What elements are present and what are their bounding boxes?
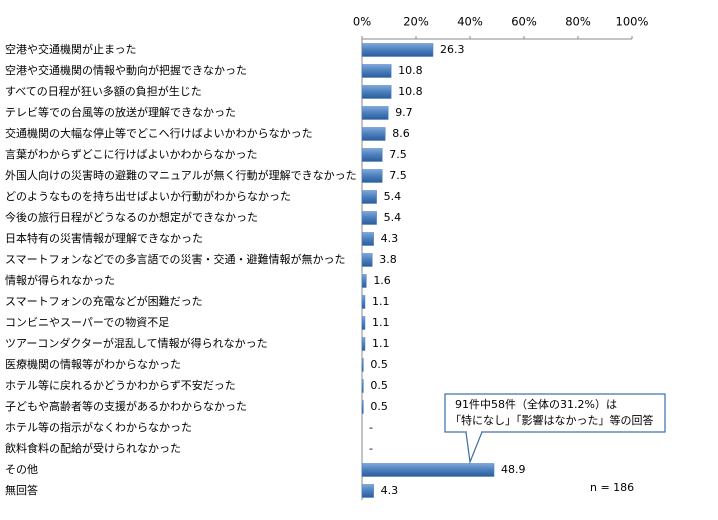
bar — [361, 85, 392, 99]
y-tick-label: どのようなものを持ち出せばよいか行動がわからなかった — [5, 189, 291, 203]
bar — [361, 337, 366, 351]
bar — [361, 253, 373, 267]
bar — [361, 400, 364, 414]
value-label: 0.5 — [370, 400, 388, 413]
bar — [361, 274, 367, 288]
bar — [361, 127, 386, 141]
y-tick-label: 外国人向けの災害時の避難のマニュアルが無く行動が理解できなかった — [5, 168, 357, 182]
bar — [361, 106, 389, 120]
y-tick-label: 日本特有の災害情報が理解できなかった — [5, 231, 203, 245]
bar — [361, 379, 364, 393]
bar — [361, 484, 374, 498]
value-label: 1.1 — [372, 295, 390, 308]
note: n = 186 — [590, 481, 634, 494]
x-tick-label: 60% — [511, 15, 537, 29]
y-tick-label: スマートフォンの充電などが困難だった — [5, 294, 203, 308]
value-label: 5.4 — [384, 211, 402, 224]
value-label: 26.3 — [440, 43, 465, 56]
value-label: 3.8 — [379, 253, 397, 266]
value-label: 7.5 — [389, 169, 407, 182]
annotation: 91件中58件（全体の31.2%）は — [455, 397, 617, 411]
value-label: 8.6 — [392, 127, 410, 140]
value-label: 4.3 — [381, 232, 399, 245]
y-tick-label: 今後の旅行日程がどうなるのか想定ができなかった — [5, 210, 258, 224]
y-tick-label: 無回答 — [5, 483, 38, 497]
value-label: 1.6 — [373, 274, 391, 287]
value-label: 0.5 — [370, 379, 388, 392]
annotation: 「特になし」「影響はなかった」等の回答 — [450, 413, 654, 427]
x-tick-label: 20% — [403, 15, 429, 29]
y-tick-label: 情報が得られなかった — [5, 273, 115, 287]
value-label: 1.1 — [372, 316, 390, 329]
bar — [361, 463, 495, 477]
callout-box — [444, 393, 666, 433]
bar — [361, 358, 364, 372]
y-tick-label: ホテル等に戻れるかどうかわからず不安だった — [5, 378, 236, 392]
y-tick-label: 医療機関の情報等がわからなかった — [5, 357, 181, 371]
bar — [361, 232, 374, 246]
bar — [361, 190, 377, 204]
y-tick-label: 空港や交通機関が止まった — [5, 42, 137, 56]
bar — [361, 211, 377, 225]
y-tick-label: ツアーコンダクターが混乱して情報が得られなかった — [5, 336, 268, 350]
value-label: 0.5 — [370, 358, 388, 371]
bar — [361, 169, 383, 183]
x-tick-label: 100% — [616, 15, 649, 29]
x-tick-label: 80% — [565, 15, 591, 29]
bar — [361, 148, 383, 162]
value-label: 48.9 — [501, 463, 526, 476]
bar — [361, 316, 366, 330]
y-tick-label: コンビニやスーパーでの物資不足 — [5, 315, 169, 329]
y-tick-label: その他 — [5, 463, 38, 476]
y-tick-label: 交通機関の大幅な停止等でどこへ行けばよいかわからなかった — [5, 126, 313, 140]
value-label: 7.5 — [389, 148, 407, 161]
value-label: 10.8 — [398, 85, 423, 98]
value-label: 10.8 — [398, 64, 423, 77]
value-label: 5.4 — [384, 190, 402, 203]
y-tick-label: 空港や交通機関の情報や動向が把握できなかった — [5, 63, 247, 77]
y-tick-label: 子どもや高齢者等の支援があるかわからなかった — [5, 399, 247, 413]
bar — [361, 43, 434, 57]
x-tick-label: 0% — [353, 15, 371, 29]
bar — [361, 64, 392, 78]
y-tick-label: 言葉がわからずどこに行けばよいかわからなかった — [5, 147, 257, 161]
value-label: 9.7 — [395, 106, 413, 119]
y-tick-label: 飲料食料の配給が受けられなかった — [5, 441, 181, 455]
callout-pointer — [465, 431, 483, 465]
value-label: - — [369, 442, 373, 455]
y-tick-label: スマートフォンなどでの多言語での災害・交通・避難情報が無かった — [5, 252, 345, 266]
value-label: 4.3 — [381, 484, 399, 497]
x-tick-label: 40% — [457, 15, 483, 29]
y-tick-label: すべての日程が狂い多額の負担が生じた — [5, 84, 202, 98]
y-tick-label: テレビ等での台風等の放送が理解できなかった — [5, 105, 236, 119]
value-label: - — [369, 421, 373, 434]
bar — [361, 295, 366, 309]
y-tick-label: ホテル等の指示がなくわからなかった — [5, 420, 192, 434]
value-label: 1.1 — [372, 337, 390, 350]
